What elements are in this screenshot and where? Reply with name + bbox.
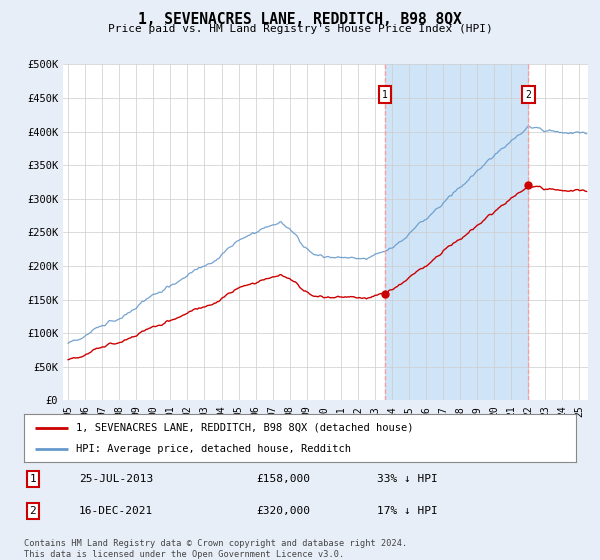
Text: 1, SEVENACRES LANE, REDDITCH, B98 8QX (detached house): 1, SEVENACRES LANE, REDDITCH, B98 8QX (d… bbox=[76, 423, 414, 433]
Text: 2: 2 bbox=[29, 506, 36, 516]
Text: 25-JUL-2013: 25-JUL-2013 bbox=[79, 474, 154, 484]
Text: 17% ↓ HPI: 17% ↓ HPI bbox=[377, 506, 438, 516]
Text: Contains HM Land Registry data © Crown copyright and database right 2024.
This d: Contains HM Land Registry data © Crown c… bbox=[24, 539, 407, 559]
Text: Price paid vs. HM Land Registry's House Price Index (HPI): Price paid vs. HM Land Registry's House … bbox=[107, 24, 493, 34]
Text: £158,000: £158,000 bbox=[256, 474, 310, 484]
Text: 2: 2 bbox=[526, 90, 531, 100]
Text: 1: 1 bbox=[382, 90, 388, 100]
Text: 1, SEVENACRES LANE, REDDITCH, B98 8QX: 1, SEVENACRES LANE, REDDITCH, B98 8QX bbox=[138, 12, 462, 27]
Bar bbox=[385, 64, 529, 400]
Text: 1: 1 bbox=[29, 474, 36, 484]
Text: 16-DEC-2021: 16-DEC-2021 bbox=[79, 506, 154, 516]
Text: £320,000: £320,000 bbox=[256, 506, 310, 516]
Text: HPI: Average price, detached house, Redditch: HPI: Average price, detached house, Redd… bbox=[76, 444, 352, 454]
Text: 33% ↓ HPI: 33% ↓ HPI bbox=[377, 474, 438, 484]
